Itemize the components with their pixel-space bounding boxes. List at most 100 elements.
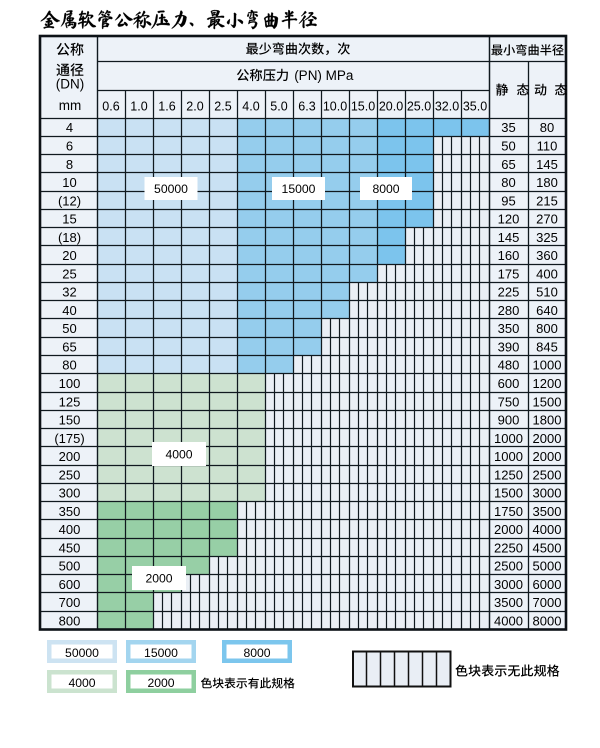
svg-text:6.3: 6.3 [298,100,315,114]
svg-text:1250: 1250 [494,467,523,482]
svg-text:50000: 50000 [154,182,188,196]
svg-text:2000: 2000 [533,431,562,446]
svg-text:6: 6 [66,139,73,154]
svg-text:4.0: 4.0 [242,100,259,114]
svg-text:175: 175 [498,266,520,281]
svg-text:200: 200 [59,449,81,464]
svg-text:900: 900 [498,413,520,428]
svg-text:600: 600 [498,376,520,391]
svg-text:15: 15 [62,212,76,227]
svg-text:8000: 8000 [243,646,270,660]
svg-text:1000: 1000 [533,358,562,373]
svg-text:8000: 8000 [372,182,399,196]
svg-text:700: 700 [59,595,81,610]
svg-text:10.0: 10.0 [323,100,347,114]
svg-text:4000: 4000 [165,447,192,461]
svg-text:20.0: 20.0 [379,100,403,114]
svg-text:50: 50 [62,321,76,336]
svg-text:800: 800 [59,613,81,628]
svg-text:640: 640 [536,303,558,318]
svg-text:1800: 1800 [533,413,562,428]
svg-text:2000: 2000 [494,522,523,537]
svg-text:80: 80 [540,120,554,135]
svg-text:8000: 8000 [533,613,562,628]
svg-text:1750: 1750 [494,504,523,519]
svg-text:215: 215 [536,193,558,208]
svg-text:450: 450 [59,540,81,555]
svg-text:510: 510 [536,285,558,300]
svg-text:270: 270 [536,212,558,227]
svg-text:95: 95 [501,193,515,208]
svg-text:4000: 4000 [533,522,562,537]
svg-text:125: 125 [59,394,81,409]
svg-text:65: 65 [501,157,515,172]
svg-text:(18): (18) [58,230,81,245]
svg-text:7000: 7000 [533,595,562,610]
svg-text:2.0: 2.0 [186,100,203,114]
svg-text:80: 80 [62,358,76,373]
svg-text:80: 80 [501,175,515,190]
svg-text:3000: 3000 [494,577,523,592]
svg-text:40: 40 [62,303,76,318]
svg-text:35.0: 35.0 [463,100,487,114]
svg-text:1000: 1000 [494,431,523,446]
svg-text:25: 25 [62,266,76,281]
svg-text:845: 845 [536,339,558,354]
svg-text:250: 250 [59,467,81,482]
svg-text:750: 750 [498,394,520,409]
svg-text:1.6: 1.6 [158,100,175,114]
svg-text:5.0: 5.0 [270,100,287,114]
svg-text:4000: 4000 [68,676,95,690]
svg-text:600: 600 [59,577,81,592]
svg-text:10: 10 [62,175,76,190]
svg-text:4000: 4000 [494,613,523,628]
svg-text:2000: 2000 [533,449,562,464]
svg-text:120: 120 [498,212,520,227]
svg-text:35: 35 [501,120,515,135]
svg-text:2500: 2500 [533,467,562,482]
svg-text:145: 145 [536,157,558,172]
svg-text:390: 390 [498,339,520,354]
svg-text:50: 50 [501,139,515,154]
svg-text:20: 20 [62,248,76,263]
svg-text:1000: 1000 [494,449,523,464]
svg-text:2000: 2000 [145,571,172,585]
svg-text:4: 4 [66,120,73,135]
svg-text:2000: 2000 [147,676,174,690]
svg-text:360: 360 [536,248,558,263]
svg-text:1500: 1500 [494,486,523,501]
svg-text:480: 480 [498,358,520,373]
svg-text:15.0: 15.0 [351,100,375,114]
svg-text:145: 145 [498,230,520,245]
svg-text:65: 65 [62,339,76,354]
svg-text:2.5: 2.5 [214,100,231,114]
svg-text:4500: 4500 [533,540,562,555]
svg-text:300: 300 [59,486,81,501]
svg-text:160: 160 [498,248,520,263]
svg-text:110: 110 [537,139,558,154]
svg-text:25.0: 25.0 [407,100,431,114]
svg-text:(DN): (DN) [56,77,85,92]
svg-text:(175): (175) [54,431,84,446]
svg-text:2250: 2250 [494,540,523,555]
svg-text:50000: 50000 [65,646,99,660]
svg-text:3000: 3000 [533,486,562,501]
svg-text:15000: 15000 [144,646,178,660]
svg-text:0.6: 0.6 [102,100,119,114]
svg-text:15000: 15000 [282,182,316,196]
svg-text:1500: 1500 [533,394,562,409]
svg-text:3500: 3500 [533,504,562,519]
svg-text:32: 32 [62,285,76,300]
svg-text:32.0: 32.0 [435,100,459,114]
svg-text:350: 350 [59,504,81,519]
svg-text:mm: mm [59,98,82,113]
svg-text:3500: 3500 [494,595,523,610]
svg-text:(PN) MPa: (PN) MPa [294,68,354,83]
svg-text:500: 500 [59,559,81,574]
svg-text:280: 280 [498,303,520,318]
svg-text:2500: 2500 [494,559,523,574]
svg-text:8: 8 [66,157,73,172]
svg-text:100: 100 [59,376,81,391]
svg-text:800: 800 [536,321,558,336]
svg-text:180: 180 [536,175,558,190]
